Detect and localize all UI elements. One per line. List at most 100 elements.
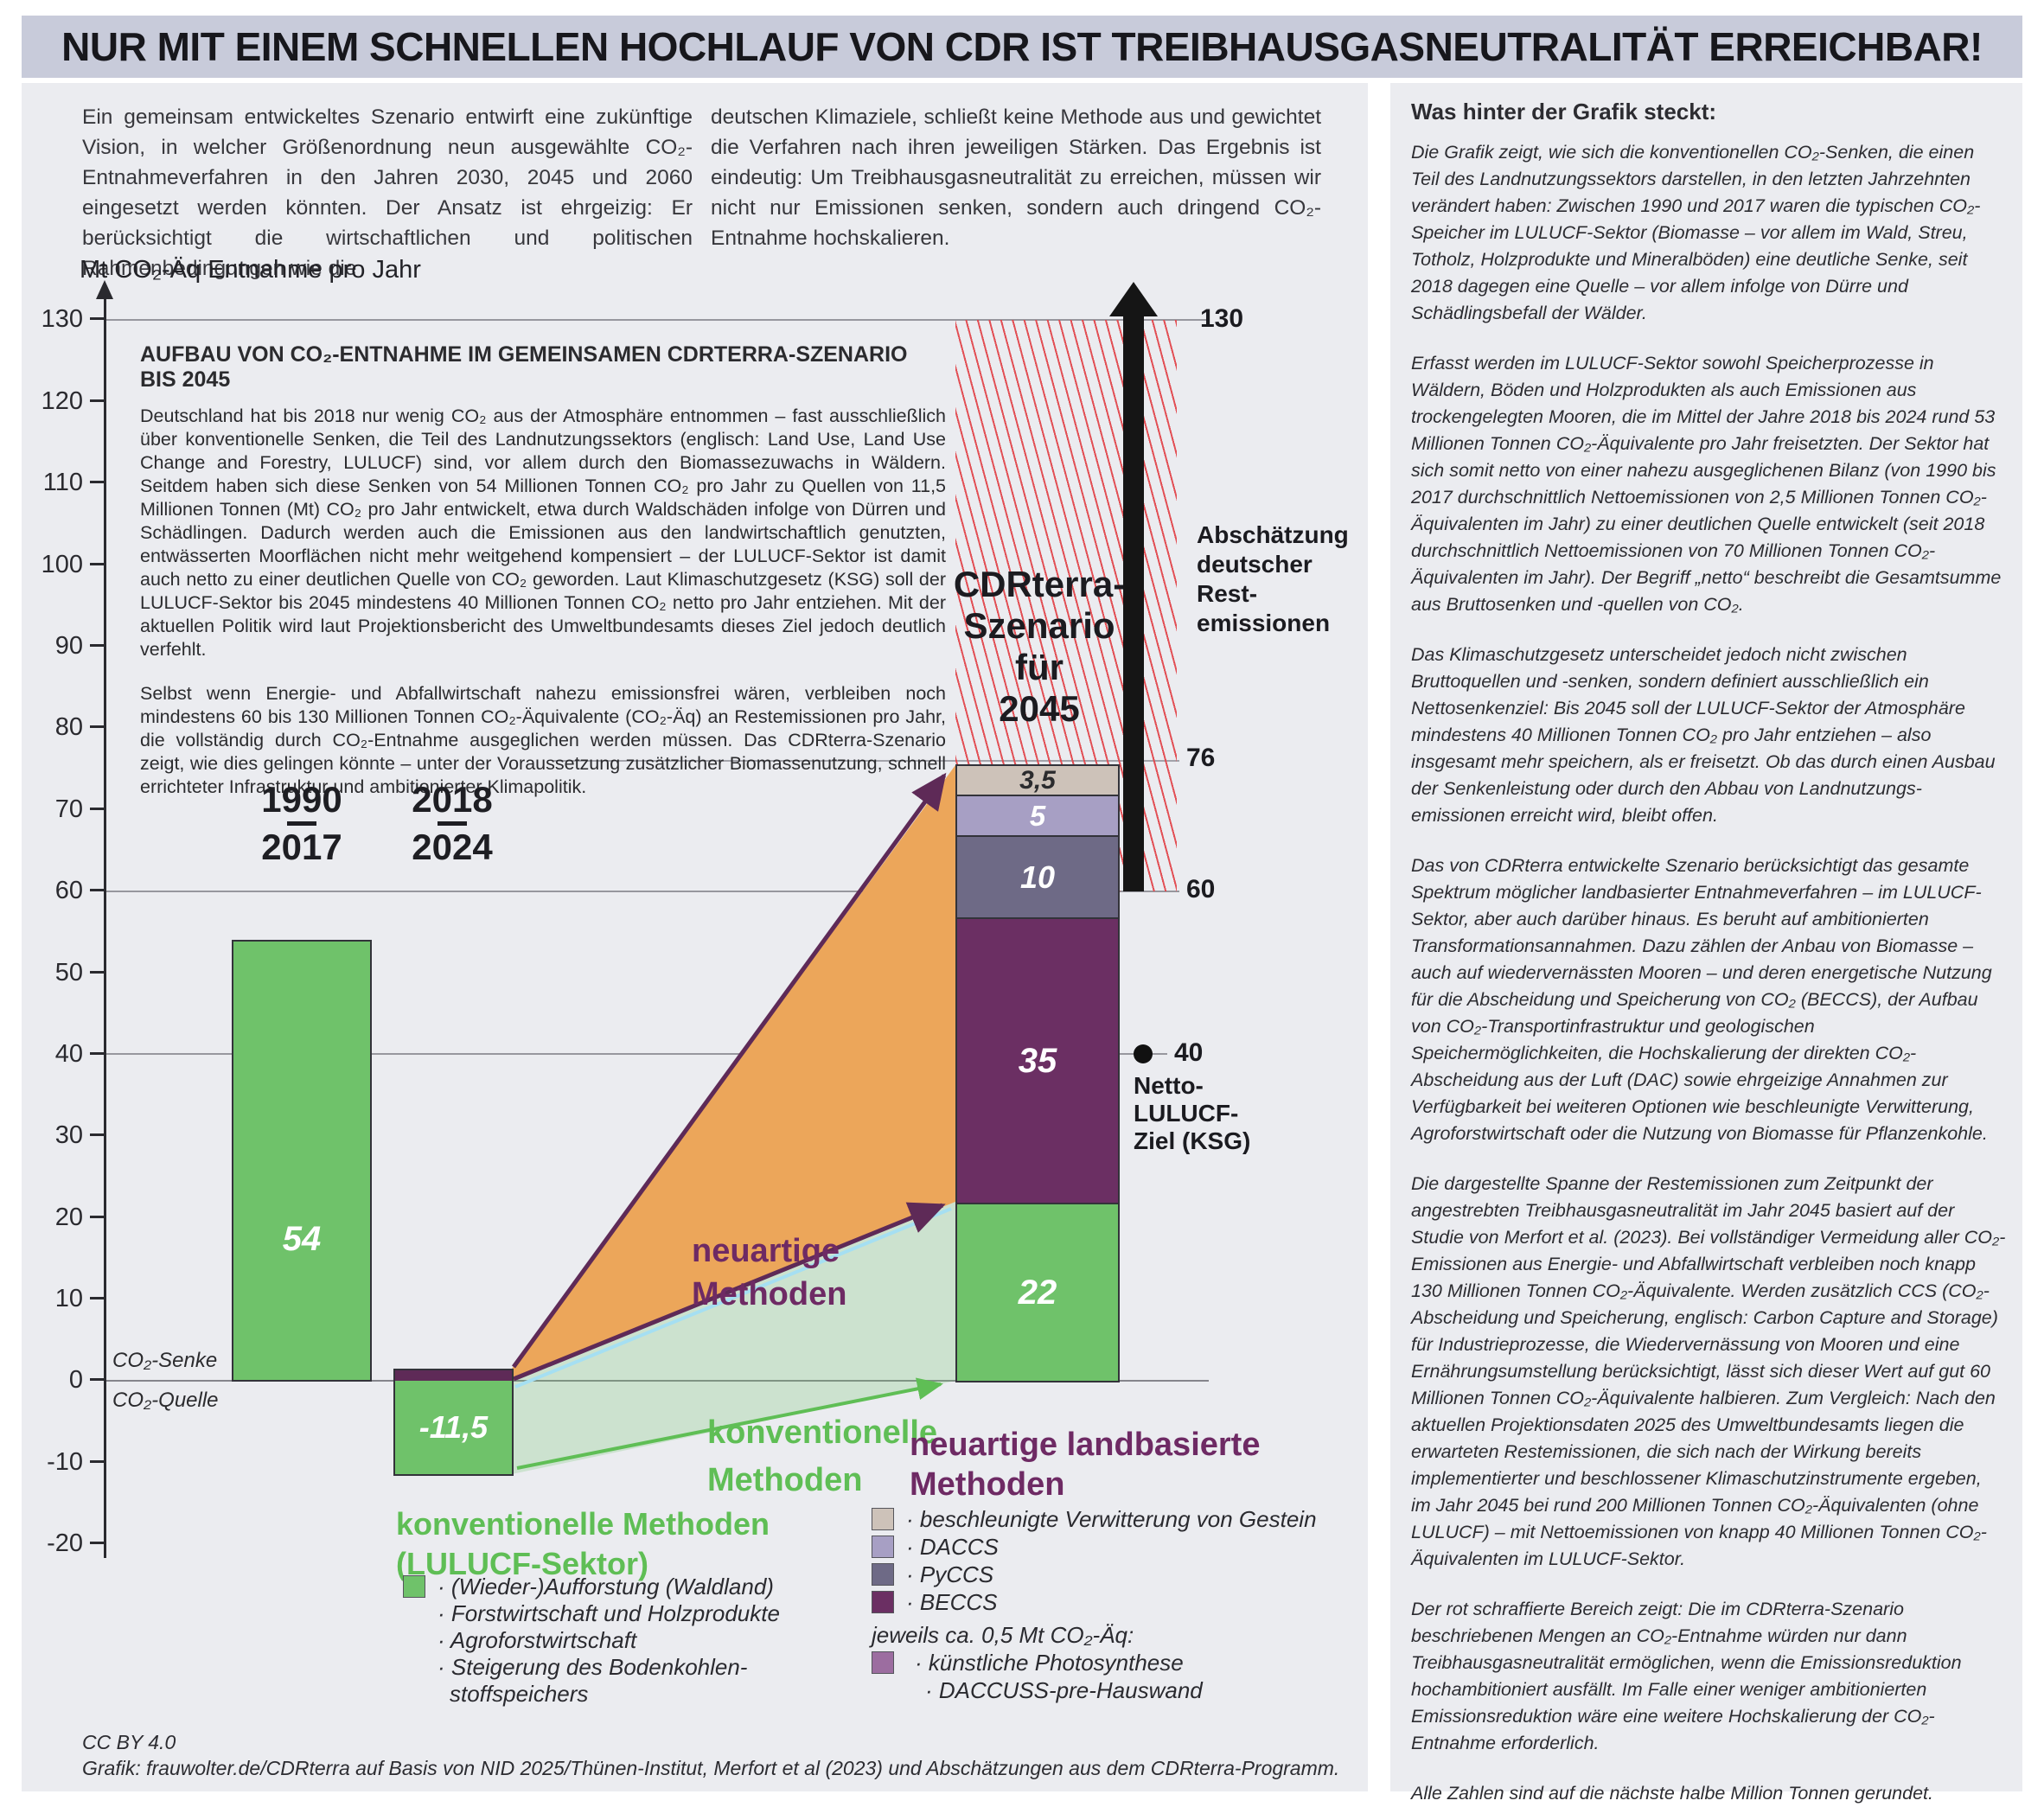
legend-left-item-2: · Forstwirtschaft und Holzprodukte xyxy=(438,1600,780,1626)
conventional-methods-arrow xyxy=(516,1377,943,1470)
y-axis-arrow-icon xyxy=(96,280,113,299)
legend-green-swatch xyxy=(403,1575,425,1598)
bar-2018-2024: -11,5 xyxy=(393,1369,514,1476)
bar-2045-stacked: 3,5 5 10 35 22 xyxy=(955,764,1120,1382)
segment-daccs: 5 xyxy=(957,795,1118,835)
bar-2018-2024-novel-cap xyxy=(395,1370,512,1381)
legend-right-extra-1: · künstliche Photosynthese xyxy=(915,1650,1184,1676)
credit-label: Grafik: frauwolter.de/CDRterra auf Basis… xyxy=(82,1757,1340,1779)
value-60: 60 xyxy=(1186,875,1216,904)
y-tick-80: 80 xyxy=(9,712,104,742)
bar-1990-2017-value: 54 xyxy=(282,1220,322,1258)
infobox-paragraph-2: Selbst wenn Energie- und Abfallwirtschaf… xyxy=(140,683,946,797)
novel-methods-wedge xyxy=(512,765,955,1381)
legend-right-item-3: · PyCCS xyxy=(906,1561,994,1587)
intro-column-1: Ein gemeinsam entwickeltes Szenario entw… xyxy=(82,105,693,280)
infobox: AUFBAU VON CO₂-ENTNAHME IM GEMEINSAMEN C… xyxy=(140,342,946,820)
period-2-start: 2018 xyxy=(412,779,493,820)
sidebar-panel xyxy=(1390,83,2022,1791)
sidebar-paragraph-2: Erfasst werden im LULUCF-Sektor sowohl S… xyxy=(1411,353,2002,615)
segment-pyccs-value: 10 xyxy=(1019,859,1056,895)
legend-right-item-4: · BECCS xyxy=(906,1589,998,1615)
y-axis-line xyxy=(104,297,106,1558)
y-tick-60: 60 xyxy=(9,876,104,905)
sidebar-paragraph-7: Alle Zahlen sind auf die nächste halbe M… xyxy=(1411,1783,1934,1804)
y-tick-40: 40 xyxy=(9,1039,104,1069)
segment-beccs-value: 35 xyxy=(1018,1041,1057,1080)
sidebar-paragraph-5: Die dargestellte Spanne der Restemission… xyxy=(1411,1173,2006,1569)
segment-beccs: 35 xyxy=(957,917,1118,1203)
novel-methods-label: neuartige Methoden xyxy=(692,1233,847,1312)
sidebar: Was hinter der Grafik steckt: Die Grafik… xyxy=(1411,99,2006,1807)
title-band: NUR MIT EINEM SCHNELLEN HOCHLAUF VON CDR… xyxy=(22,16,2022,78)
scenario-2045-label: CDRterra- Szenario für 2045 xyxy=(953,564,1126,729)
legend-left-item-4b: stoffspeichers xyxy=(450,1681,589,1707)
period-1-dash xyxy=(287,821,316,826)
legend-right-extra-2: · DACCUSS-pre-Hauswand xyxy=(925,1677,1203,1703)
conventional-methods-wedge xyxy=(512,1202,955,1474)
y-tick-130: 130 xyxy=(9,304,104,334)
segment-conventional: 22 xyxy=(957,1203,1118,1381)
infobox-paragraph-1: Deutschland hat bis 2018 nur wenig CO₂ a… xyxy=(140,405,946,660)
bar-2018-2024-lulucf: -11,5 xyxy=(395,1381,512,1474)
residual-range-arrow-shaft xyxy=(1123,313,1144,891)
novel-methods-arrow xyxy=(511,772,947,1369)
segment-pyccs: 10 xyxy=(957,835,1118,917)
y-tick-0: 0 xyxy=(9,1365,104,1395)
co2-source-label: CO₂-Quelle xyxy=(112,1389,219,1412)
y-tick-90: 90 xyxy=(9,631,104,661)
legend-left-item-1: · (Wieder-)Aufforstung (Waldland) xyxy=(438,1574,774,1599)
gridline-60 xyxy=(105,891,1179,892)
y-axis-title: Mt CO₂-Äq Entnahme pro Jahr xyxy=(80,256,421,284)
y-tick-30: 30 xyxy=(9,1121,104,1150)
residual-range-arrow-icon xyxy=(1109,282,1158,316)
period-2-dash xyxy=(438,821,467,826)
segment-conventional-value: 22 xyxy=(1018,1273,1057,1312)
period-2018-2024: 2018 2024 xyxy=(379,781,526,866)
period-2-end: 2024 xyxy=(412,827,493,867)
period-1-start: 1990 xyxy=(261,779,342,820)
conventional-methods-label: konventionelle Methoden xyxy=(707,1414,938,1498)
legend-right-note: jeweils ca. 0,5 Mt CO₂-Äq: xyxy=(872,1622,1134,1648)
legend-left-title: konventionelle Methoden (LULUCF-Sektor) xyxy=(396,1506,770,1581)
y-tick-120: 120 xyxy=(9,386,104,416)
period-1-end: 2017 xyxy=(261,827,342,867)
legend-pyccs-swatch xyxy=(872,1563,894,1586)
legend-left-item-3: · Agroforstwirtschaft xyxy=(438,1627,637,1653)
y-tick-100: 100 xyxy=(9,550,104,579)
residual-emissions-label: Abschätzung deutscher Rest- emissionen xyxy=(1197,521,1349,636)
sidebar-paragraph-6: Der rot schraffierte Bereich zeigt: Die … xyxy=(1411,1599,1962,1753)
baseline-0 xyxy=(105,1380,1209,1382)
gridline-76 xyxy=(553,760,1179,762)
page-title: NUR MIT EINEM SCHNELLEN HOCHLAUF VON CDR… xyxy=(61,24,1983,69)
ksg-target-label: Netto- LULUCF- Ziel (KSG) xyxy=(1134,1072,1251,1154)
intro-column-2: deutschen Klimaziele, schließt keine Met… xyxy=(711,105,1321,250)
legend-right-item-2: · DACCS xyxy=(906,1534,999,1560)
value-76: 76 xyxy=(1186,744,1216,772)
y-tick-70: 70 xyxy=(9,795,104,824)
y-tick-110: 110 xyxy=(9,468,104,497)
y-tick-20: 20 xyxy=(9,1203,104,1232)
sidebar-paragraph-3: Das Klimaschutzgesetz unterscheidet jedo… xyxy=(1411,644,1996,826)
legend-daccs-swatch xyxy=(872,1536,894,1558)
ksg-target-dot xyxy=(1134,1044,1153,1063)
infobox-title: AUFBAU VON CO₂-ENTNAHME IM GEMEINSAMEN C… xyxy=(140,342,908,392)
legend-beccs-swatch xyxy=(872,1591,894,1613)
legend-photosynthesis-swatch xyxy=(872,1651,894,1674)
segment-daccs-value: 5 xyxy=(1029,799,1046,832)
period-1990-2017: 1990 2017 xyxy=(228,781,375,866)
y-tick-10: 10 xyxy=(9,1284,104,1313)
bar-2018-2024-value: -11,5 xyxy=(418,1409,489,1445)
gridline-40 xyxy=(105,1053,1167,1055)
segment-weathering-value: 3,5 xyxy=(1019,765,1056,795)
sidebar-paragraph-1: Die Grafik zeigt, wie sich die konventio… xyxy=(1411,142,1981,323)
bar-1990-2017: 54 xyxy=(232,940,372,1382)
y-tick-neg20: -20 xyxy=(9,1529,104,1558)
gridline-130 xyxy=(105,319,1209,321)
sidebar-paragraph-4: Das von CDRterra entwickelte Szenario be… xyxy=(1411,855,1992,1144)
value-130: 130 xyxy=(1200,304,1244,333)
light-blue-line xyxy=(514,1207,952,1389)
co2-sink-label: CO₂-Senke xyxy=(112,1349,218,1372)
